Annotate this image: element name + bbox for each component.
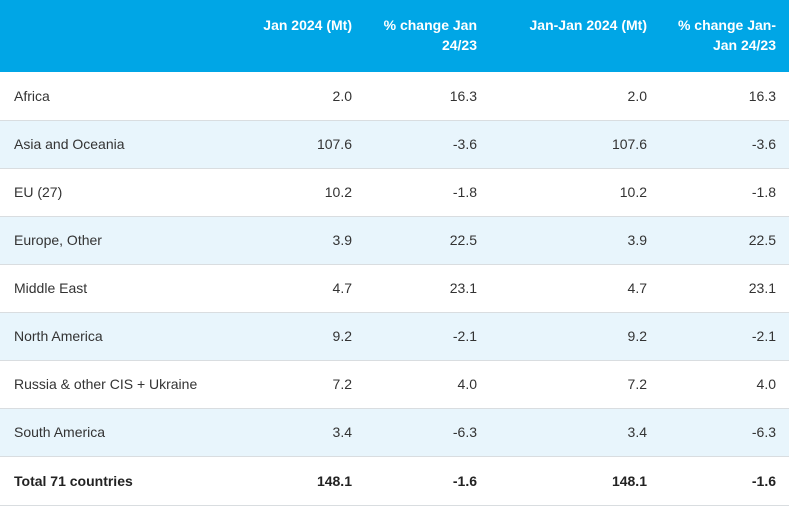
jan-jan-2024-cell: 10.2 (619, 184, 647, 200)
region-cell: Russia & other CIS + Ukraine (14, 376, 198, 392)
change-jan-jan-cell: -2.1 (751, 328, 776, 344)
change-jan-jan-cell: -3.6 (751, 136, 776, 152)
change-jan-jan-cell: 16.3 (748, 87, 776, 104)
jan-2024-cell: 3.9 (332, 232, 352, 248)
total-jan-2024-cell: 148.1 (316, 472, 352, 489)
region-cell: Europe, Other (14, 232, 102, 248)
change-jan-jan-cell: -1.8 (751, 184, 776, 200)
change-jan-cell: -1.8 (452, 184, 477, 200)
change-jan-jan-cell: 22.5 (748, 232, 776, 248)
jan-2024-cell: 9.2 (332, 328, 352, 344)
region-cell: Asia and Oceania (14, 136, 125, 152)
change-jan-cell: 16.3 (449, 87, 477, 104)
table-row: North America 9.2 -2.1 9.2 -2.1 (0, 312, 789, 360)
table-row: Russia & other CIS + Ukraine 7.2 4.0 7.2… (0, 360, 789, 408)
jan-jan-2024-cell: 4.7 (627, 280, 647, 296)
change-jan-jan-cell: -6.3 (751, 424, 776, 440)
jan-jan-2024-cell: 2.0 (627, 87, 647, 104)
jan-jan-2024-cell: 3.9 (627, 232, 647, 248)
total-label-cell: Total 71 countries (14, 472, 133, 489)
table-row: Europe, Other 3.9 22.5 3.9 22.5 (0, 216, 789, 264)
jan-jan-2024-cell: 9.2 (627, 328, 647, 344)
header-region (0, 0, 228, 72)
header-jan-2024: Jan 2024 (Mt) (263, 17, 352, 33)
total-row: Total 71 countries 148.1 -1.6 148.1 -1.6 (0, 456, 789, 505)
change-jan-jan-cell: 4.0 (756, 376, 776, 392)
change-jan-cell: 4.0 (457, 376, 477, 392)
table-row: South America 3.4 -6.3 3.4 -6.3 (0, 408, 789, 456)
change-jan-cell: -2.1 (452, 328, 477, 344)
table-row: Africa 2.0 16.3 2.0 16.3 (0, 72, 789, 120)
jan-jan-2024-cell: 3.4 (627, 424, 647, 440)
header-change-jan: % change Jan 24/23 (383, 17, 477, 53)
jan-2024-cell: 2.0 (332, 87, 352, 104)
region-cell: North America (14, 328, 103, 344)
jan-2024-cell: 4.7 (332, 280, 352, 296)
change-jan-cell: 22.5 (449, 232, 477, 248)
region-cell: Middle East (14, 280, 88, 296)
total-change-jan-cell: -1.6 (452, 472, 477, 489)
header-row: Jan 2024 (Mt) % change Jan 24/23 Jan-Jan… (0, 0, 789, 72)
jan-2024-cell: 107.6 (316, 136, 352, 152)
table-row: Middle East 4.7 23.1 4.7 23.1 (0, 264, 789, 312)
header-change-jan-jan: % change Jan-Jan 24/23 (677, 17, 776, 53)
jan-2024-cell: 7.2 (332, 376, 352, 392)
total-jan-jan-2024-cell: 148.1 (611, 472, 647, 489)
change-jan-cell: 23.1 (449, 280, 477, 296)
region-cell: EU (27) (14, 184, 63, 200)
table-row: Asia and Oceania 107.6 -3.6 107.6 -3.6 (0, 120, 789, 168)
jan-2024-cell: 10.2 (324, 184, 352, 200)
jan-jan-2024-cell: 107.6 (611, 136, 647, 152)
table-header: Jan 2024 (Mt) % change Jan 24/23 Jan-Jan… (0, 0, 789, 72)
total-change-jan-jan-cell: -1.6 (751, 472, 776, 489)
region-cell: Africa (14, 87, 50, 104)
change-jan-cell: -6.3 (452, 424, 477, 440)
region-cell: South America (14, 424, 106, 440)
change-jan-cell: -3.6 (452, 136, 477, 152)
table-row: EU (27) 10.2 -1.8 10.2 -1.8 (0, 168, 789, 216)
header-jan-jan-2024: Jan-Jan 2024 (Mt) (529, 17, 647, 33)
jan-2024-cell: 3.4 (332, 424, 352, 440)
change-jan-jan-cell: 23.1 (748, 280, 776, 296)
jan-jan-2024-cell: 7.2 (627, 376, 647, 392)
table-body: Africa 2.0 16.3 2.0 16.3 Asia and Oceani… (0, 72, 789, 505)
